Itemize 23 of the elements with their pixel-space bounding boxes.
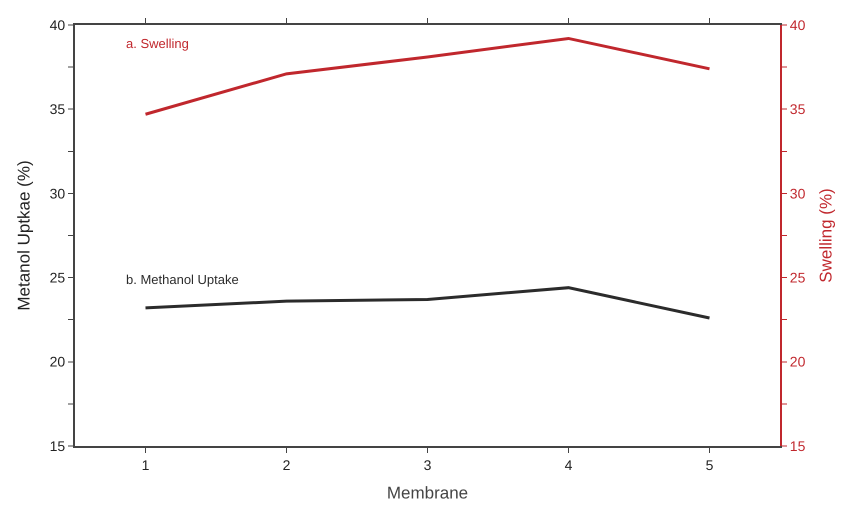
x-tick-label: 5	[706, 456, 714, 473]
y2-tick-label: 20	[790, 354, 806, 370]
y-tick-label: 20	[50, 354, 66, 370]
y-tick-label: 35	[50, 101, 66, 118]
series-label: b. Methanol Uptake	[126, 272, 239, 287]
x-axis-title: Membrane	[386, 484, 468, 503]
text: a. Swelling	[126, 36, 189, 51]
y-tick-label: 25	[50, 270, 66, 286]
y2-tick-label: 25	[790, 270, 806, 286]
x-tick-label: 4	[564, 456, 573, 473]
y2-tick-label: 35	[790, 101, 806, 118]
y2-axis-title: Swelling (%)	[816, 188, 836, 283]
y-tick-label: 40	[50, 16, 66, 33]
x-tick-label: 3	[424, 456, 432, 473]
line-series	[144, 286, 711, 320]
y2-tick-label: 30	[790, 185, 806, 202]
y-axis-title: Metanol Uptkae (%)	[14, 160, 34, 311]
x-tick-label: 2	[282, 456, 291, 473]
y-tick-label: 15	[50, 438, 66, 454]
x-tick-label: 1	[142, 456, 150, 473]
y2-tick-label: 15	[790, 438, 806, 454]
y-tick-label: 30	[50, 185, 66, 202]
y2-tick-label: 40	[790, 16, 806, 33]
